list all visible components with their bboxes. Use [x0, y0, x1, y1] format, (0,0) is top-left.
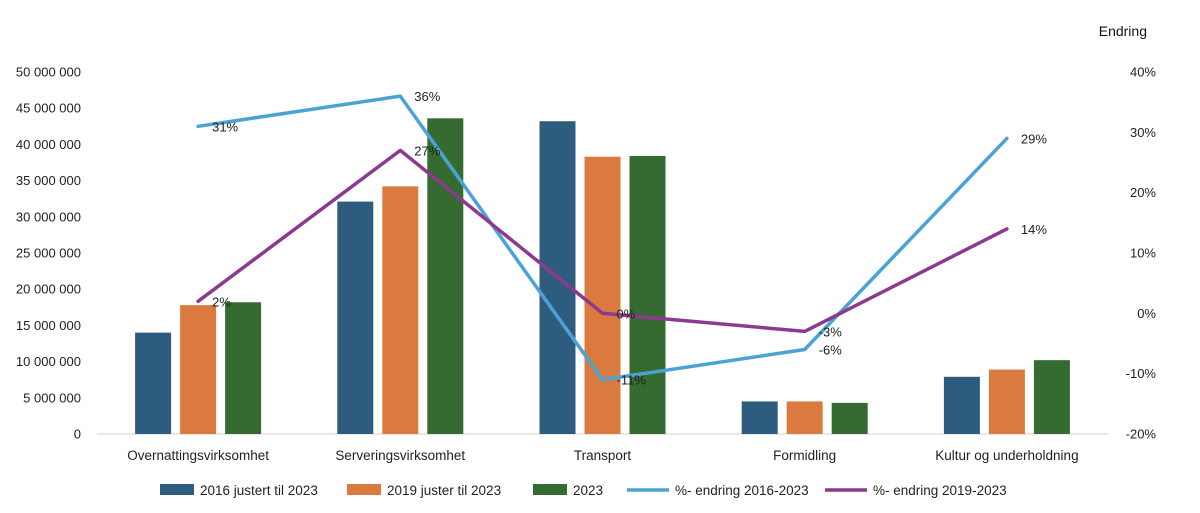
y-right-tick-label: -20% — [1126, 427, 1157, 442]
line-data-label: -3% — [819, 324, 843, 339]
legend-swatch — [160, 484, 194, 495]
y-left-tick-label: 20 000 000 — [16, 282, 81, 297]
bar — [135, 332, 172, 434]
legend-label: 2019 juster til 2023 — [387, 483, 501, 498]
legend-label: %- endring 2019-2023 — [873, 483, 1007, 498]
data-labels-layer: 31% 36% -11% -6% 29% 2% 27% 0% -3% 14% — [212, 89, 1047, 388]
y-right-tick-label: 40% — [1130, 65, 1156, 80]
line-data-label: 0% — [617, 306, 636, 321]
y-left-tick-label: 50 000 000 — [16, 65, 81, 80]
bar — [337, 201, 374, 434]
line-data-label: 14% — [1021, 222, 1047, 237]
y-left-tick-label: 15 000 000 — [16, 318, 81, 333]
y-right-axis-title: Endring — [1099, 23, 1147, 39]
y-right-tick-label: -10% — [1126, 366, 1157, 381]
bar — [584, 156, 621, 434]
line-data-label: 29% — [1021, 131, 1047, 146]
y-left-tick-label: 5 000 000 — [23, 390, 81, 405]
y-left-tick-label: 30 000 000 — [16, 209, 81, 224]
y-right-tick-label: 20% — [1130, 185, 1156, 200]
y-left-tick-label: 0 — [74, 427, 81, 442]
y-left-tick-label: 40 000 000 — [16, 137, 81, 152]
x-category-label: Overnattingsvirksomhet — [127, 448, 269, 463]
bar — [1033, 360, 1070, 434]
legend: 2016 justert til 2023 2019 juster til 202… — [160, 483, 1007, 498]
bar — [831, 402, 868, 434]
line-data-label: 36% — [414, 89, 440, 104]
line-data-label: -6% — [819, 343, 843, 358]
x-category-label: Serveringsvirksomhet — [335, 448, 465, 463]
bar — [786, 401, 823, 434]
legend-swatch — [533, 484, 567, 495]
axes-layer: 0 5 000 000 10 000 000 15 000 000 20 000 000… — [16, 23, 1157, 463]
bar — [427, 118, 464, 434]
bar — [988, 369, 1025, 434]
line-data-label: 31% — [212, 119, 238, 134]
bar — [741, 401, 778, 434]
y-right-tick-label: 30% — [1130, 125, 1156, 140]
y-left-tick-label: 35 000 000 — [16, 173, 81, 188]
y-right-tick-label: 10% — [1130, 246, 1156, 261]
y-right-tick-label: 0% — [1137, 306, 1156, 321]
bar — [225, 302, 262, 434]
line-data-label: 27% — [414, 143, 440, 158]
lines-layer — [196, 94, 1009, 382]
legend-label: 2016 justert til 2023 — [200, 483, 318, 498]
x-category-label: Formidling — [773, 448, 836, 463]
y-left-tick-label: 25 000 000 — [16, 246, 81, 261]
y-left-tick-label: 45 000 000 — [16, 101, 81, 116]
y-left-tick-label: 10 000 000 — [16, 354, 81, 369]
line-data-label: -11% — [617, 373, 647, 388]
line-data-label: 2% — [212, 294, 231, 309]
bar — [629, 155, 666, 434]
bar — [943, 376, 980, 434]
bars-layer — [135, 118, 1070, 435]
x-category-label: Kultur og underholdning — [935, 448, 1078, 463]
series-line — [196, 148, 1009, 334]
legend-swatch — [347, 484, 381, 495]
legend-label: 2023 — [573, 483, 603, 498]
legend-label: %- endring 2016-2023 — [675, 483, 809, 498]
x-category-label: Transport — [574, 448, 632, 463]
series-line — [196, 94, 1009, 382]
bar — [180, 305, 217, 434]
bar — [382, 186, 419, 434]
